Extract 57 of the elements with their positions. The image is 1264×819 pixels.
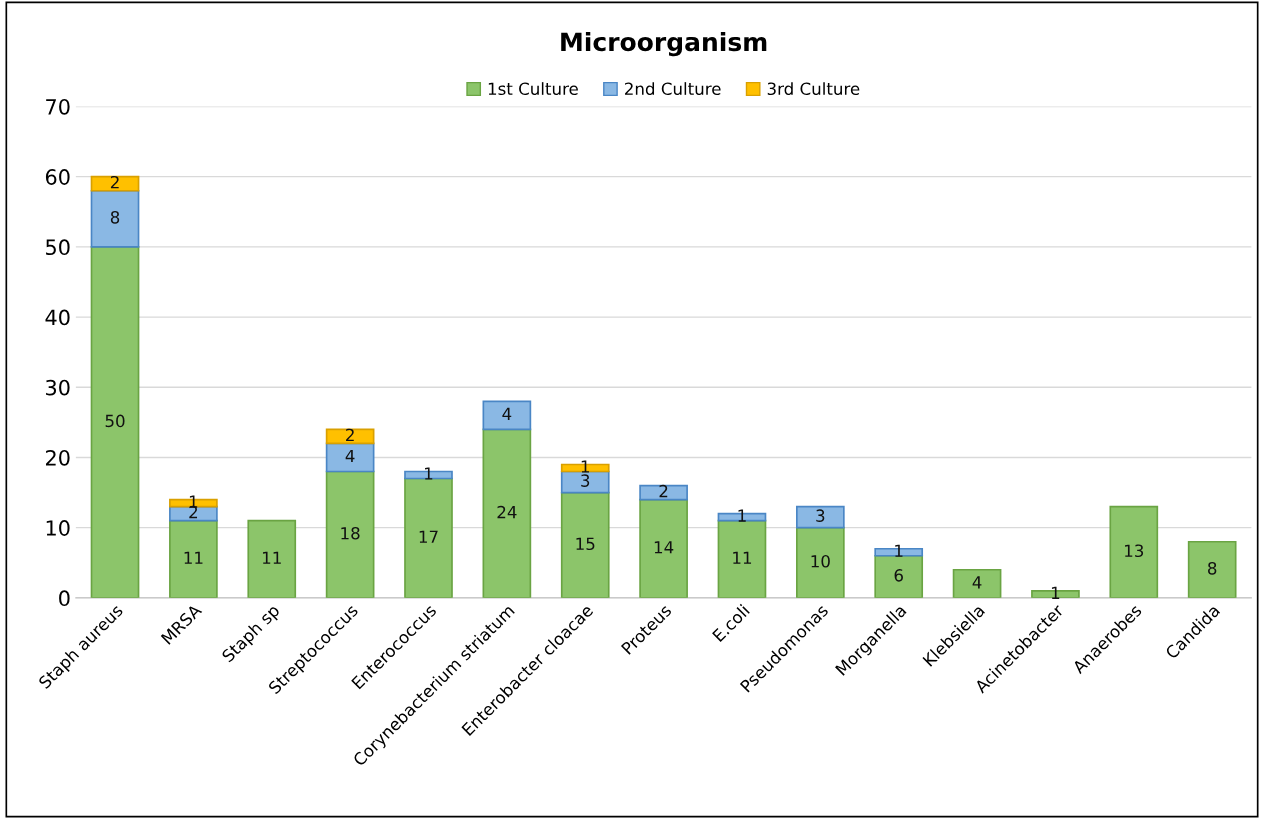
data-label: 24: [497, 505, 517, 519]
data-label: 10: [811, 555, 830, 568]
data-label: 2: [659, 484, 668, 498]
bar: [90, 246, 140, 598]
data-label: 4: [502, 407, 512, 420]
legend-label: 1st Culture: [488, 82, 578, 96]
y-tick-label: 0: [59, 590, 70, 607]
bar: [90, 189, 140, 248]
legend-label: 2nd Culture: [625, 82, 721, 96]
data-label: 1: [581, 460, 589, 473]
data-label: 15: [576, 537, 595, 551]
y-tick-label: 50: [46, 239, 70, 256]
data-label: 11: [733, 551, 752, 564]
bar: [325, 470, 375, 598]
y-tick-label: 20: [46, 449, 70, 466]
data-label: 4: [972, 576, 982, 589]
bar: [795, 526, 845, 598]
bar: [482, 428, 532, 598]
data-label: 8: [110, 211, 120, 224]
chart-title: Microorganism: [561, 31, 767, 57]
data-label: 3: [581, 474, 590, 487]
data-label: 11: [262, 551, 281, 564]
y-tick-label: 10: [46, 520, 70, 536]
bar: [247, 519, 297, 598]
data-label: 3: [816, 509, 825, 522]
data-label: 11: [184, 551, 203, 564]
data-label: 2: [110, 175, 119, 189]
bar: [560, 491, 610, 598]
bar: [325, 442, 375, 473]
bar: [482, 400, 532, 431]
y-tick-label: 70: [46, 98, 70, 115]
bar: [639, 484, 688, 501]
bar: [325, 428, 375, 445]
bar: [1187, 540, 1237, 598]
data-label: 13: [1125, 544, 1144, 558]
data-label: 50: [105, 414, 125, 428]
y-tick-label: 30: [46, 379, 70, 396]
y-tick-label: 40: [45, 309, 70, 326]
data-label: 1: [738, 509, 746, 522]
data-label: 4: [345, 449, 355, 463]
data-label: 2: [346, 428, 354, 442]
data-label: 8: [1208, 562, 1217, 575]
data-label: 1: [895, 544, 903, 557]
data-label: 1: [1051, 586, 1060, 599]
bar: [169, 519, 218, 598]
data-label: 17: [419, 530, 438, 543]
y-tick-label: 60: [45, 169, 70, 185]
data-label: 18: [341, 526, 360, 540]
bar: [90, 175, 140, 192]
bar: [952, 568, 1002, 598]
bar: [1109, 505, 1159, 598]
bar: [795, 505, 845, 529]
data-label: 6: [894, 569, 903, 582]
data-label: 1: [425, 467, 433, 480]
bar: [639, 498, 688, 598]
data-label: 14: [654, 541, 674, 554]
legend-label: 3rd Culture: [767, 82, 860, 96]
